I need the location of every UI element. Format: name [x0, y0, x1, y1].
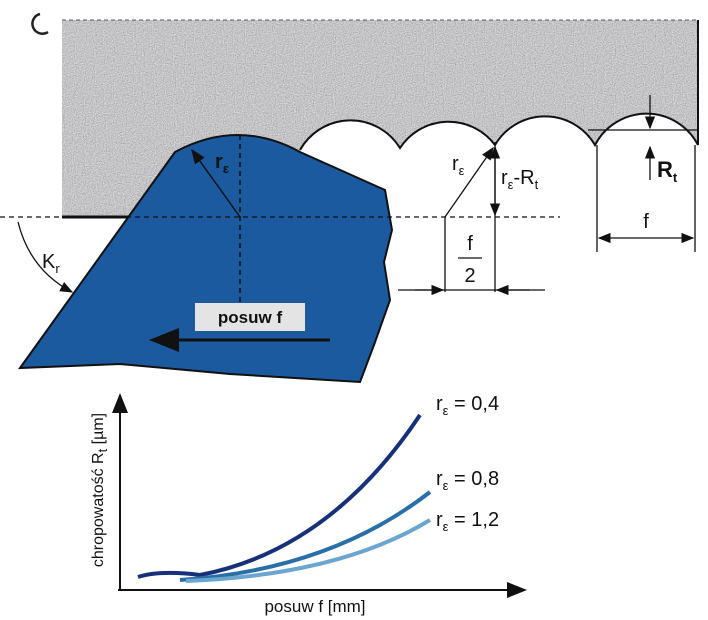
text-part: r	[436, 509, 443, 531]
text-part: = 0,8	[448, 468, 499, 490]
fraction-denominator: 2	[464, 265, 475, 287]
feed-label: f	[643, 211, 649, 233]
text-part: ε	[443, 403, 449, 418]
curve	[179, 490, 432, 582]
radius-label: rε	[452, 153, 465, 178]
text-part: ε	[459, 163, 465, 178]
rotation-arrow	[31, 12, 49, 35]
curve-label: rε = 0,4	[436, 393, 499, 418]
radius-label: rε	[215, 151, 229, 176]
text-part: r	[436, 393, 443, 415]
text-part: = 0,4	[448, 393, 499, 415]
y-axis-label: chropowatość Rt [µm]	[90, 413, 110, 567]
depth-label: rε-Rt	[501, 167, 539, 192]
curve-label: rε = 1,2	[436, 509, 499, 534]
text-part: [µm]	[90, 413, 107, 449]
text-part: chropowatość R	[90, 452, 107, 567]
curve	[185, 518, 432, 583]
text-part: = 1,2	[448, 509, 499, 531]
x-axis-label: posuw f [mm]	[264, 597, 365, 616]
curve	[137, 413, 422, 579]
feed-box-label: posuw f	[218, 308, 283, 327]
angle-label: Kr	[42, 251, 60, 276]
text-part: t	[535, 177, 539, 192]
radius-line	[444, 146, 494, 218]
radius-arrow	[191, 148, 241, 218]
feed-box	[195, 303, 305, 331]
text-part: t	[673, 170, 678, 185]
text-part: ε	[508, 177, 514, 192]
text-part: ε	[443, 478, 449, 493]
text-part: K	[42, 251, 56, 273]
text-part: -R	[513, 167, 534, 189]
text-part: r	[452, 153, 459, 175]
text-part: ε	[223, 161, 229, 176]
text-part: r	[215, 151, 223, 173]
fraction-numerator: f	[467, 233, 473, 255]
roughness-label: Rt	[657, 157, 678, 185]
text-part: r	[436, 468, 443, 490]
angle-arc	[17, 221, 74, 293]
text-part: t	[95, 448, 110, 452]
text-part: ε	[443, 519, 449, 534]
curve-label: rε = 0,8	[436, 468, 499, 493]
text-part: r	[55, 261, 60, 276]
text-part: R	[657, 157, 673, 182]
text-part: r	[501, 167, 508, 189]
